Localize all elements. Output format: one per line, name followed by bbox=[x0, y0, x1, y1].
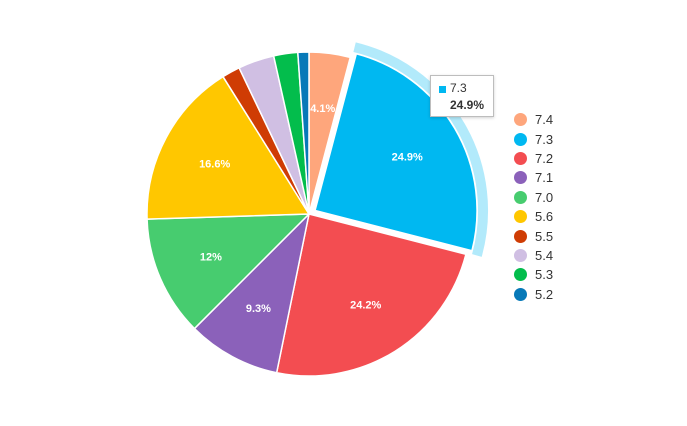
legend-item-7-0[interactable]: 7.0 bbox=[514, 188, 553, 207]
slice-7-2[interactable] bbox=[275, 213, 467, 377]
legend-item-5-4[interactable]: 5.4 bbox=[514, 246, 553, 265]
tooltip: 7.3 24.9% bbox=[430, 75, 494, 117]
legend-swatch bbox=[514, 210, 527, 224]
data-label-7-1: 9.3% bbox=[246, 303, 271, 315]
legend-swatch bbox=[514, 132, 527, 146]
legend-label: 5.6 bbox=[535, 209, 554, 225]
legend-item-5-3[interactable]: 5.3 bbox=[514, 265, 553, 284]
pie-slices bbox=[146, 51, 478, 377]
data-label-7-0: 12% bbox=[200, 251, 222, 263]
legend-swatch bbox=[514, 229, 527, 243]
legend-item-7-1[interactable]: 7.1 bbox=[514, 168, 553, 187]
data-label-7-4: 4.1% bbox=[310, 103, 335, 115]
slice-5-6[interactable] bbox=[146, 75, 311, 220]
legend-swatch bbox=[514, 113, 527, 127]
data-label-7-3: 24.9% bbox=[392, 151, 423, 163]
slice-7-0[interactable] bbox=[146, 213, 311, 330]
legend-label: 7.4 bbox=[535, 112, 554, 128]
tooltip-label: 7.3 bbox=[450, 81, 467, 95]
legend-swatch bbox=[514, 268, 527, 282]
legend-swatch bbox=[514, 287, 527, 301]
legend-swatch bbox=[514, 248, 527, 262]
data-label-7-2: 24.2% bbox=[350, 300, 381, 312]
pie-data-labels: 4.1% 24.9% 24.2% 9.3% 12% 16.6% bbox=[199, 103, 423, 315]
slice-hover-ring-7-3 bbox=[353, 42, 489, 257]
legend-item-7-4[interactable]: 7.4 bbox=[514, 110, 553, 129]
legend-swatch bbox=[514, 171, 527, 185]
legend-label: 5.2 bbox=[535, 286, 554, 302]
slice-5-2[interactable] bbox=[297, 51, 310, 215]
legend-label: 7.3 bbox=[535, 131, 554, 147]
slice-7-1[interactable] bbox=[193, 211, 311, 374]
legend-label: 7.2 bbox=[535, 150, 554, 166]
hover-ring-layer bbox=[353, 42, 489, 257]
legend-label: 5.3 bbox=[535, 267, 554, 283]
legend-item-5-5[interactable]: 5.5 bbox=[514, 226, 553, 245]
legend-swatch bbox=[514, 151, 527, 165]
legend-swatch bbox=[514, 190, 527, 204]
legend-label: 5.5 bbox=[535, 228, 554, 244]
legend-item-5-6[interactable]: 5.6 bbox=[514, 207, 553, 226]
legend-item-7-2[interactable]: 7.2 bbox=[514, 149, 553, 168]
tooltip-color-square bbox=[439, 86, 446, 93]
tooltip-value: 24.9% bbox=[450, 98, 485, 112]
legend-item-5-2[interactable]: 5.2 bbox=[514, 285, 553, 304]
data-label-5-6: 16.6% bbox=[199, 159, 230, 171]
legend-label: 5.4 bbox=[535, 247, 554, 263]
legend: 7.4 7.3 7.2 7.1 7.0 5.6 5.5 5.4 5.3 5.2 bbox=[514, 110, 553, 304]
legend-label: 7.0 bbox=[535, 189, 554, 205]
legend-label: 7.1 bbox=[535, 170, 554, 186]
slice-7-3[interactable] bbox=[314, 52, 478, 252]
legend-item-7-3[interactable]: 7.3 bbox=[514, 129, 553, 148]
